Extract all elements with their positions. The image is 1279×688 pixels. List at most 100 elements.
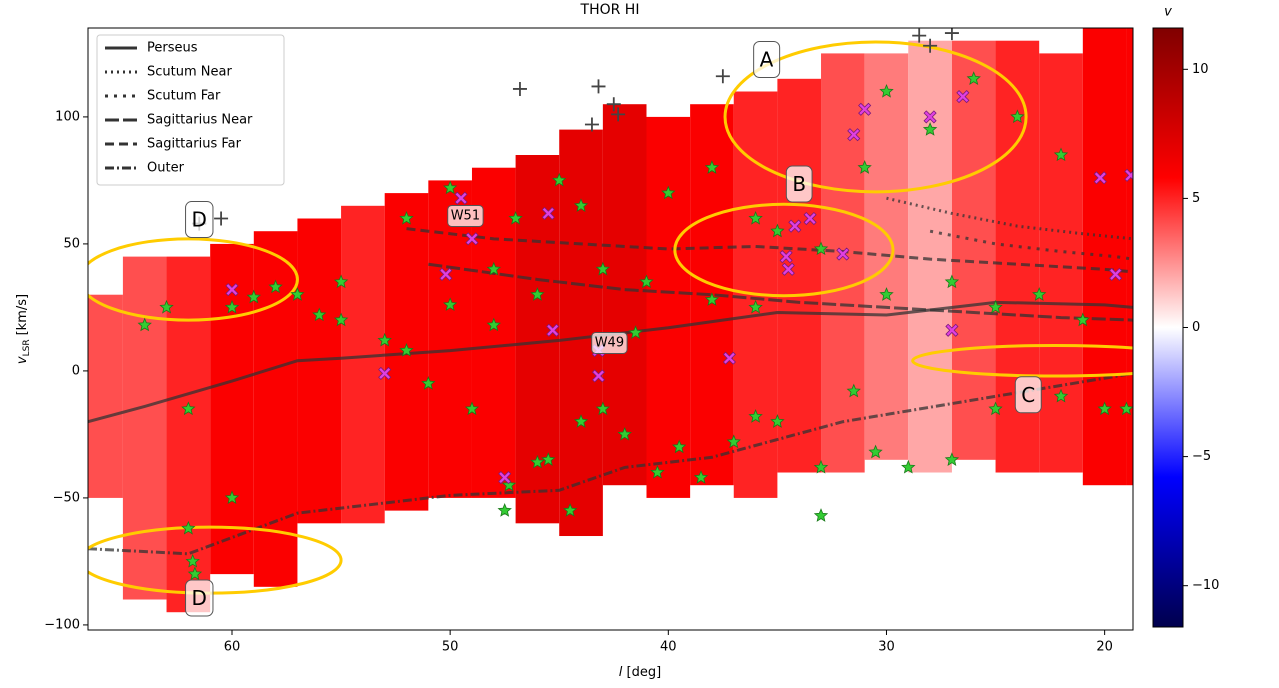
star-marker: [966, 71, 981, 85]
star-marker: [573, 198, 589, 212]
star-marker: [333, 312, 349, 327]
chart-title: THOR HI: [580, 2, 640, 18]
star-marker: [497, 503, 512, 517]
y-label-unit: [km/s]: [15, 294, 30, 336]
star-marker: [312, 307, 327, 322]
x-label-symbol: l: [619, 665, 623, 680]
x-marker: [803, 211, 817, 226]
plus-marker: [591, 79, 606, 94]
heatmap-cell: [341, 205, 385, 524]
star-marker: [639, 274, 654, 289]
x-marker: [858, 102, 872, 116]
x-marker: [1124, 168, 1133, 182]
star-marker: [1010, 109, 1025, 124]
x-marker: [465, 232, 479, 246]
y-label-symbol: v: [15, 356, 30, 364]
plus-marker: [611, 107, 626, 122]
star-marker: [290, 287, 305, 301]
annotation-box: [447, 204, 484, 227]
plus-marker: [584, 117, 599, 132]
star-marker: [246, 289, 261, 304]
star-marker: [770, 414, 785, 428]
star-marker: [563, 503, 578, 517]
star-marker: [541, 452, 556, 466]
star-marker: [661, 185, 676, 200]
annotation-label: W49: [595, 335, 624, 350]
star-marker: [1097, 401, 1112, 416]
heatmap-cell: [777, 78, 822, 473]
star-marker: [159, 299, 174, 314]
star-marker: [1053, 388, 1069, 403]
star-marker: [1075, 312, 1090, 327]
star-marker: [1053, 147, 1069, 162]
star-marker: [988, 401, 1003, 416]
plus-marker: [715, 69, 730, 84]
annotation-label: B: [792, 172, 806, 196]
star-marker: [442, 180, 458, 195]
star-marker: [573, 414, 589, 428]
x-marker: [847, 128, 861, 142]
x-tick-label: 20: [1096, 640, 1113, 655]
y-label-subscript: LSR: [22, 339, 32, 356]
legend-box: [96, 34, 285, 186]
annotation-label: D: [192, 208, 207, 232]
heatmap-cell: [88, 294, 123, 498]
star-marker: [879, 83, 894, 98]
x-axis-label: l [deg]: [619, 665, 661, 680]
star-marker: [944, 452, 960, 466]
x-marker: [225, 283, 239, 297]
plus-marker: [912, 28, 927, 43]
y-tick-label: 100: [55, 109, 80, 124]
heatmap-cell: [1126, 28, 1133, 486]
heatmap-cell: [122, 256, 167, 600]
star-marker: [813, 508, 829, 522]
plus-marker: [606, 97, 621, 112]
x-marker: [956, 90, 970, 104]
colorbar-tick-label: −10: [1192, 578, 1219, 593]
colorbar-tick-label: 5: [1192, 191, 1200, 206]
star-marker: [501, 477, 517, 492]
x-tick-label: 60: [224, 640, 241, 655]
star-marker: [137, 317, 152, 332]
x-marker: [722, 351, 736, 365]
star-marker: [770, 223, 785, 238]
x-marker: [378, 366, 392, 381]
plot-area: A B C D D W51 W49: [88, 28, 1133, 617]
star-marker: [704, 292, 720, 306]
legend-label: Scutum Near: [147, 65, 232, 80]
star-marker: [868, 444, 883, 459]
colorbar-tick-label: −5: [1192, 449, 1211, 464]
star-marker: [988, 299, 1003, 314]
x-marker: [1093, 171, 1107, 185]
star-marker: [181, 401, 196, 416]
legend-label: Scutum Far: [147, 89, 221, 104]
x-marker: [541, 206, 555, 220]
annotation-box: [753, 41, 781, 79]
heatmap-cell: [428, 180, 472, 498]
legend-label: Outer: [147, 161, 185, 176]
star-marker: [944, 274, 960, 289]
star-marker: [224, 299, 240, 314]
heatmap-cell: [602, 104, 647, 486]
star-marker: [650, 464, 665, 479]
y-axis-label: vLSR [km/s]: [15, 294, 32, 364]
annotation-box: [185, 201, 214, 239]
heatmap-cell: [297, 218, 342, 524]
y-tick-label: 50: [63, 236, 80, 251]
annotation-label: C: [1021, 383, 1035, 407]
annotation-box: [591, 331, 628, 354]
x-marker: [836, 247, 850, 261]
y-tick-label: −100: [44, 617, 80, 632]
star-marker: [748, 409, 763, 423]
x-label-unit: [deg]: [627, 665, 662, 680]
star-marker: [530, 287, 545, 301]
x-tick-label: 50: [442, 640, 459, 655]
x-marker: [788, 219, 802, 233]
star-marker: [377, 332, 392, 347]
star-marker: [530, 454, 545, 469]
legend-label: Sagittarius Far: [147, 137, 242, 152]
star-marker: [552, 172, 567, 187]
star-marker: [187, 566, 203, 581]
annotation-label: A: [760, 48, 774, 72]
